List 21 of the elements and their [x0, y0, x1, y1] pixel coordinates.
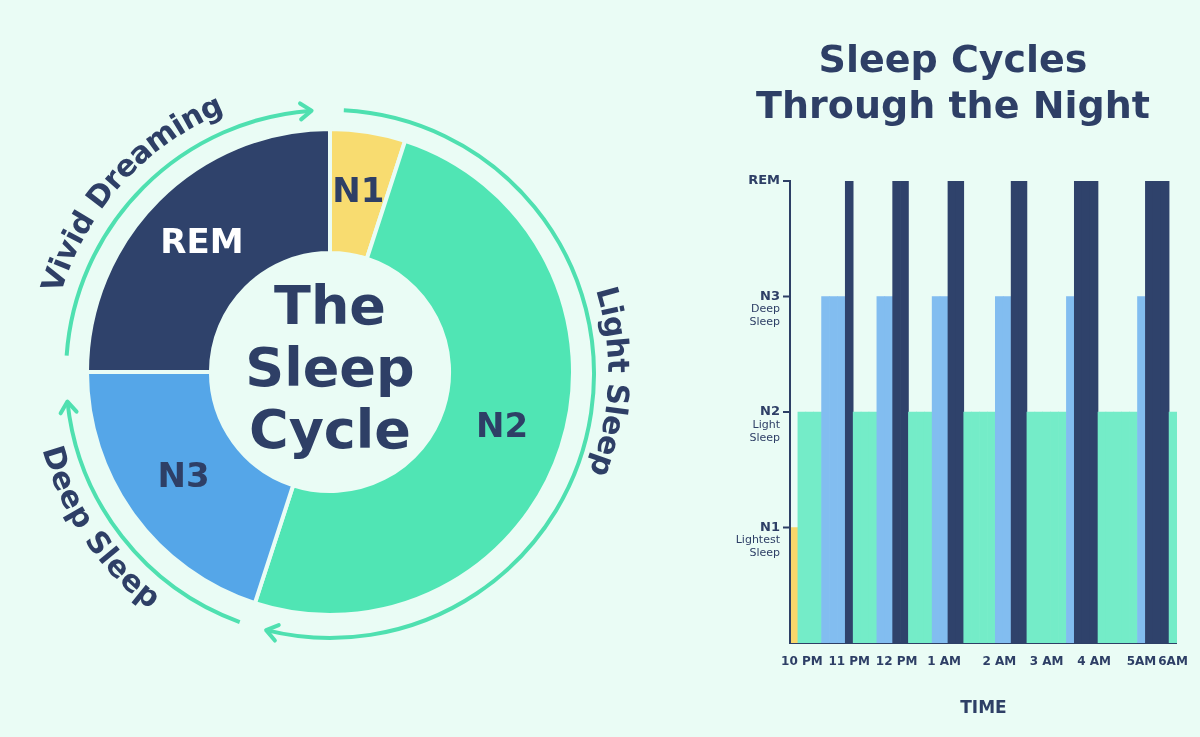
- x-tick-label: 3 AM: [1029, 654, 1064, 669]
- slice-label: N2: [476, 404, 529, 445]
- slice-label: REM: [160, 220, 244, 261]
- text: N2 Light Sleep: [749, 403, 781, 444]
- x-axis-title: TIME: [960, 697, 1007, 718]
- text: REM: [748, 172, 780, 188]
- text: N1 Lightest Sleep: [735, 518, 781, 560]
- text: N3 Deep Sleep: [749, 287, 781, 329]
- x-tick-label: 5AM: [1126, 654, 1157, 669]
- x-tick-label: 12 PM: [875, 654, 918, 669]
- text: Light Sleep: [582, 282, 637, 482]
- text: The Sleep Cycle: [245, 274, 415, 462]
- x-tick-label: 1 AM: [927, 654, 961, 669]
- slice-label: N1: [332, 170, 385, 211]
- x-tick-label: 11 PM: [828, 654, 871, 669]
- chart-title: Sleep Cycles Through the Night: [756, 36, 1150, 127]
- x-tick-label: 2 AM: [982, 654, 1017, 669]
- x-tick-label: 10 PM: [781, 654, 823, 669]
- x-tick-label: 4 AM: [1077, 654, 1111, 669]
- slice-label: N3: [157, 455, 210, 496]
- x-tick-label: 6AM: [1158, 654, 1188, 669]
